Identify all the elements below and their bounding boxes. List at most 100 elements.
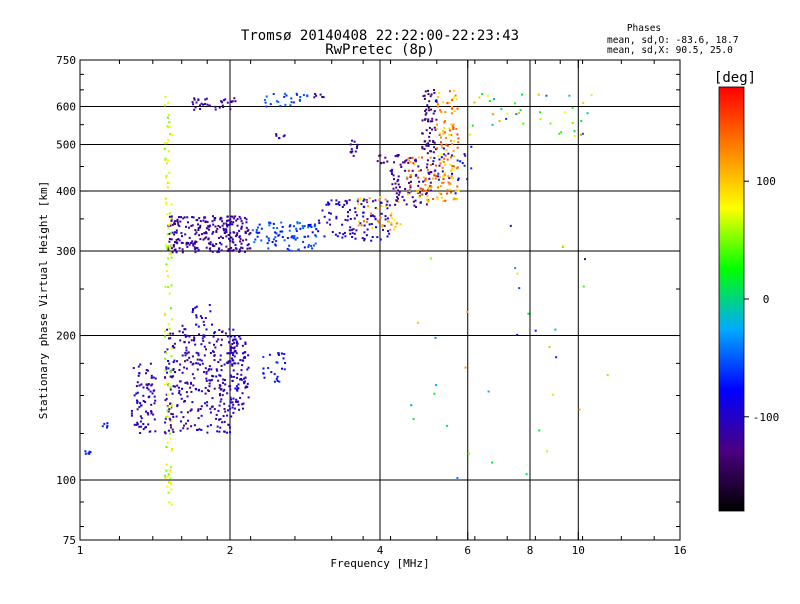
data-point <box>381 224 384 227</box>
data-point <box>396 189 399 192</box>
data-point <box>537 93 540 96</box>
data-point <box>166 125 169 128</box>
data-point <box>232 338 235 341</box>
data-point <box>456 166 459 169</box>
data-point <box>154 399 157 402</box>
data-point <box>288 244 291 247</box>
data-point <box>353 207 356 210</box>
data-point <box>279 105 282 108</box>
data-point <box>470 145 473 148</box>
data-point <box>390 170 393 173</box>
data-point <box>265 95 268 98</box>
data-point <box>398 186 401 189</box>
data-point <box>357 198 360 201</box>
data-point <box>491 123 494 126</box>
data-point <box>193 339 195 342</box>
data-point <box>218 430 221 433</box>
data-point <box>269 103 272 106</box>
data-point <box>378 154 381 157</box>
data-point <box>148 430 151 433</box>
data-point <box>425 166 428 169</box>
data-point <box>444 199 447 202</box>
data-point <box>438 132 441 135</box>
data-point <box>240 242 243 245</box>
data-point <box>199 226 201 229</box>
data-point <box>226 352 229 355</box>
data-point <box>546 450 549 453</box>
data-point <box>206 404 209 407</box>
data-point <box>205 227 208 230</box>
data-point <box>323 215 326 218</box>
data-point <box>410 180 412 183</box>
data-point <box>192 308 195 310</box>
data-point <box>237 403 240 406</box>
data-point <box>238 408 241 411</box>
data-point <box>441 170 444 173</box>
data-point <box>444 154 447 157</box>
data-point <box>319 93 322 96</box>
data-point <box>226 362 229 365</box>
data-point <box>242 352 244 355</box>
data-point <box>167 226 170 229</box>
data-point <box>231 343 234 345</box>
data-point <box>181 387 183 390</box>
data-point <box>136 408 139 411</box>
data-point <box>230 401 233 404</box>
data-point <box>438 158 441 161</box>
data-point <box>176 405 179 408</box>
data-point <box>168 212 171 215</box>
colorbar-tick-label: 100 <box>756 175 776 188</box>
data-point <box>170 488 173 491</box>
data-point <box>263 98 266 101</box>
data-point <box>417 156 420 159</box>
data-point <box>168 327 171 330</box>
x-tick-label: 2 <box>227 544 234 557</box>
data-point <box>208 382 211 385</box>
data-point <box>171 332 174 335</box>
data-point <box>448 127 451 130</box>
data-point <box>217 409 220 412</box>
data-point <box>237 362 240 365</box>
data-point <box>318 222 321 225</box>
data-point <box>409 186 412 189</box>
data-point <box>281 236 284 238</box>
data-point <box>231 346 234 349</box>
data-point <box>442 132 445 135</box>
data-point <box>351 236 354 238</box>
data-point <box>265 235 268 238</box>
data-point <box>329 223 332 226</box>
data-point <box>437 172 440 175</box>
data-point <box>185 225 187 228</box>
data-point <box>219 384 222 387</box>
data-point <box>138 372 141 375</box>
data-point <box>273 373 276 376</box>
data-point <box>365 199 368 202</box>
data-point <box>169 224 172 227</box>
data-point <box>142 400 145 402</box>
data-point <box>409 161 412 163</box>
data-point <box>175 251 178 254</box>
data-point <box>232 231 235 234</box>
data-point <box>432 151 435 154</box>
data-point <box>451 167 453 170</box>
data-point <box>395 192 398 195</box>
y-tick-label: 400 <box>56 185 76 198</box>
data-point <box>443 174 446 177</box>
data-point <box>235 398 238 401</box>
data-point <box>195 316 198 319</box>
data-point <box>234 338 237 341</box>
data-point <box>404 160 407 163</box>
data-point <box>168 215 171 218</box>
data-point <box>382 228 384 231</box>
data-point <box>213 245 216 247</box>
data-point <box>207 238 210 241</box>
data-point <box>442 178 445 181</box>
data-point <box>456 133 459 136</box>
data-point <box>196 358 199 361</box>
data-point <box>167 245 170 248</box>
data-point <box>307 245 310 248</box>
data-point <box>164 314 166 317</box>
data-point <box>140 383 143 386</box>
data-point <box>307 235 310 238</box>
data-point <box>517 112 520 114</box>
